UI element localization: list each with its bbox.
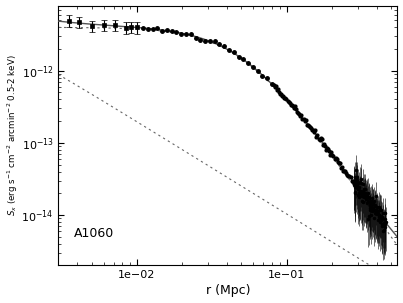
X-axis label: r (Mpc): r (Mpc) [206, 285, 250, 298]
Y-axis label: $S_x$ (erg s$^{-1}$ cm$^{-2}$ arcmin$^{-2}$ 0.5-2 keV): $S_x$ (erg s$^{-1}$ cm$^{-2}$ arcmin$^{-… [6, 55, 20, 216]
Text: A1060: A1060 [74, 227, 114, 240]
